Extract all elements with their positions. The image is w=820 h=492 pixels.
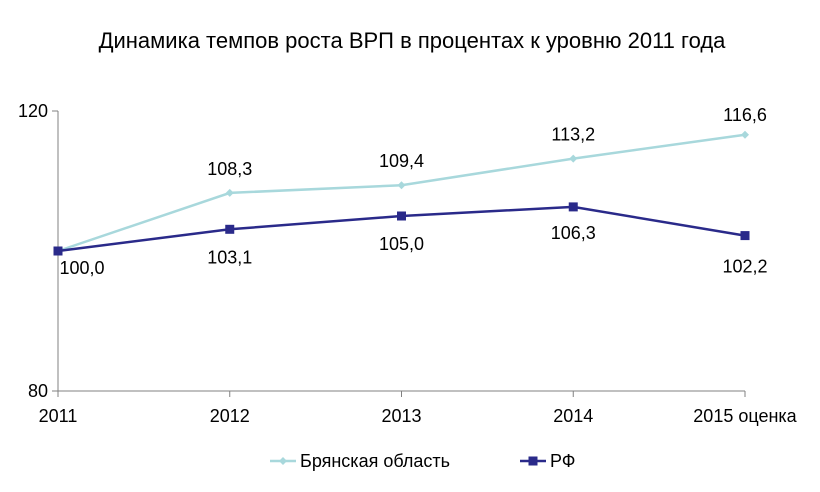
x-tick-label: 2014 bbox=[553, 406, 593, 426]
series-marker bbox=[741, 130, 749, 139]
data-labels: 108,3 109,4 113,2 116,6 100,0 103,1 105,0 106,3… bbox=[59, 105, 767, 278]
data-label: 103,1 bbox=[207, 247, 252, 267]
series-marker bbox=[569, 154, 578, 163]
x-tick-label: 2012 bbox=[210, 406, 250, 426]
axes: 120 80 2011 2012 2013 2014 2015 оценка bbox=[18, 101, 798, 426]
data-label: 106,3 bbox=[551, 223, 596, 243]
legend-marker bbox=[279, 457, 287, 465]
y-tick-label: 80 bbox=[28, 381, 48, 401]
x-tick-label: 2013 bbox=[381, 406, 421, 426]
data-label: 105,0 bbox=[379, 234, 424, 254]
x-tick-label: 2015 оценка bbox=[693, 406, 797, 426]
x-tick-label: 2011 bbox=[39, 406, 78, 426]
series-lines bbox=[53, 130, 750, 256]
data-label: 113,2 bbox=[551, 125, 595, 145]
legend-label: Брянская область bbox=[300, 451, 450, 471]
data-label: 100,0 bbox=[59, 258, 104, 278]
series-marker bbox=[740, 231, 750, 241]
data-label: 116,6 bbox=[723, 105, 767, 125]
data-label: 108,3 bbox=[207, 159, 252, 179]
legend-label: РФ bbox=[550, 451, 576, 471]
series-marker bbox=[397, 181, 406, 190]
legend-marker bbox=[528, 456, 538, 466]
chart-title: Динамика темпов роста ВРП в процентах к … bbox=[99, 28, 727, 53]
series-marker bbox=[397, 211, 406, 221]
series-marker bbox=[225, 224, 235, 234]
series-marker bbox=[568, 202, 578, 212]
data-label: 102,2 bbox=[722, 257, 767, 277]
series-marker bbox=[225, 188, 234, 197]
series-marker bbox=[53, 246, 63, 256]
legend: Брянская область РФ bbox=[270, 451, 576, 471]
data-label: 109,4 bbox=[379, 151, 424, 171]
y-tick-label: 120 bbox=[18, 101, 48, 121]
